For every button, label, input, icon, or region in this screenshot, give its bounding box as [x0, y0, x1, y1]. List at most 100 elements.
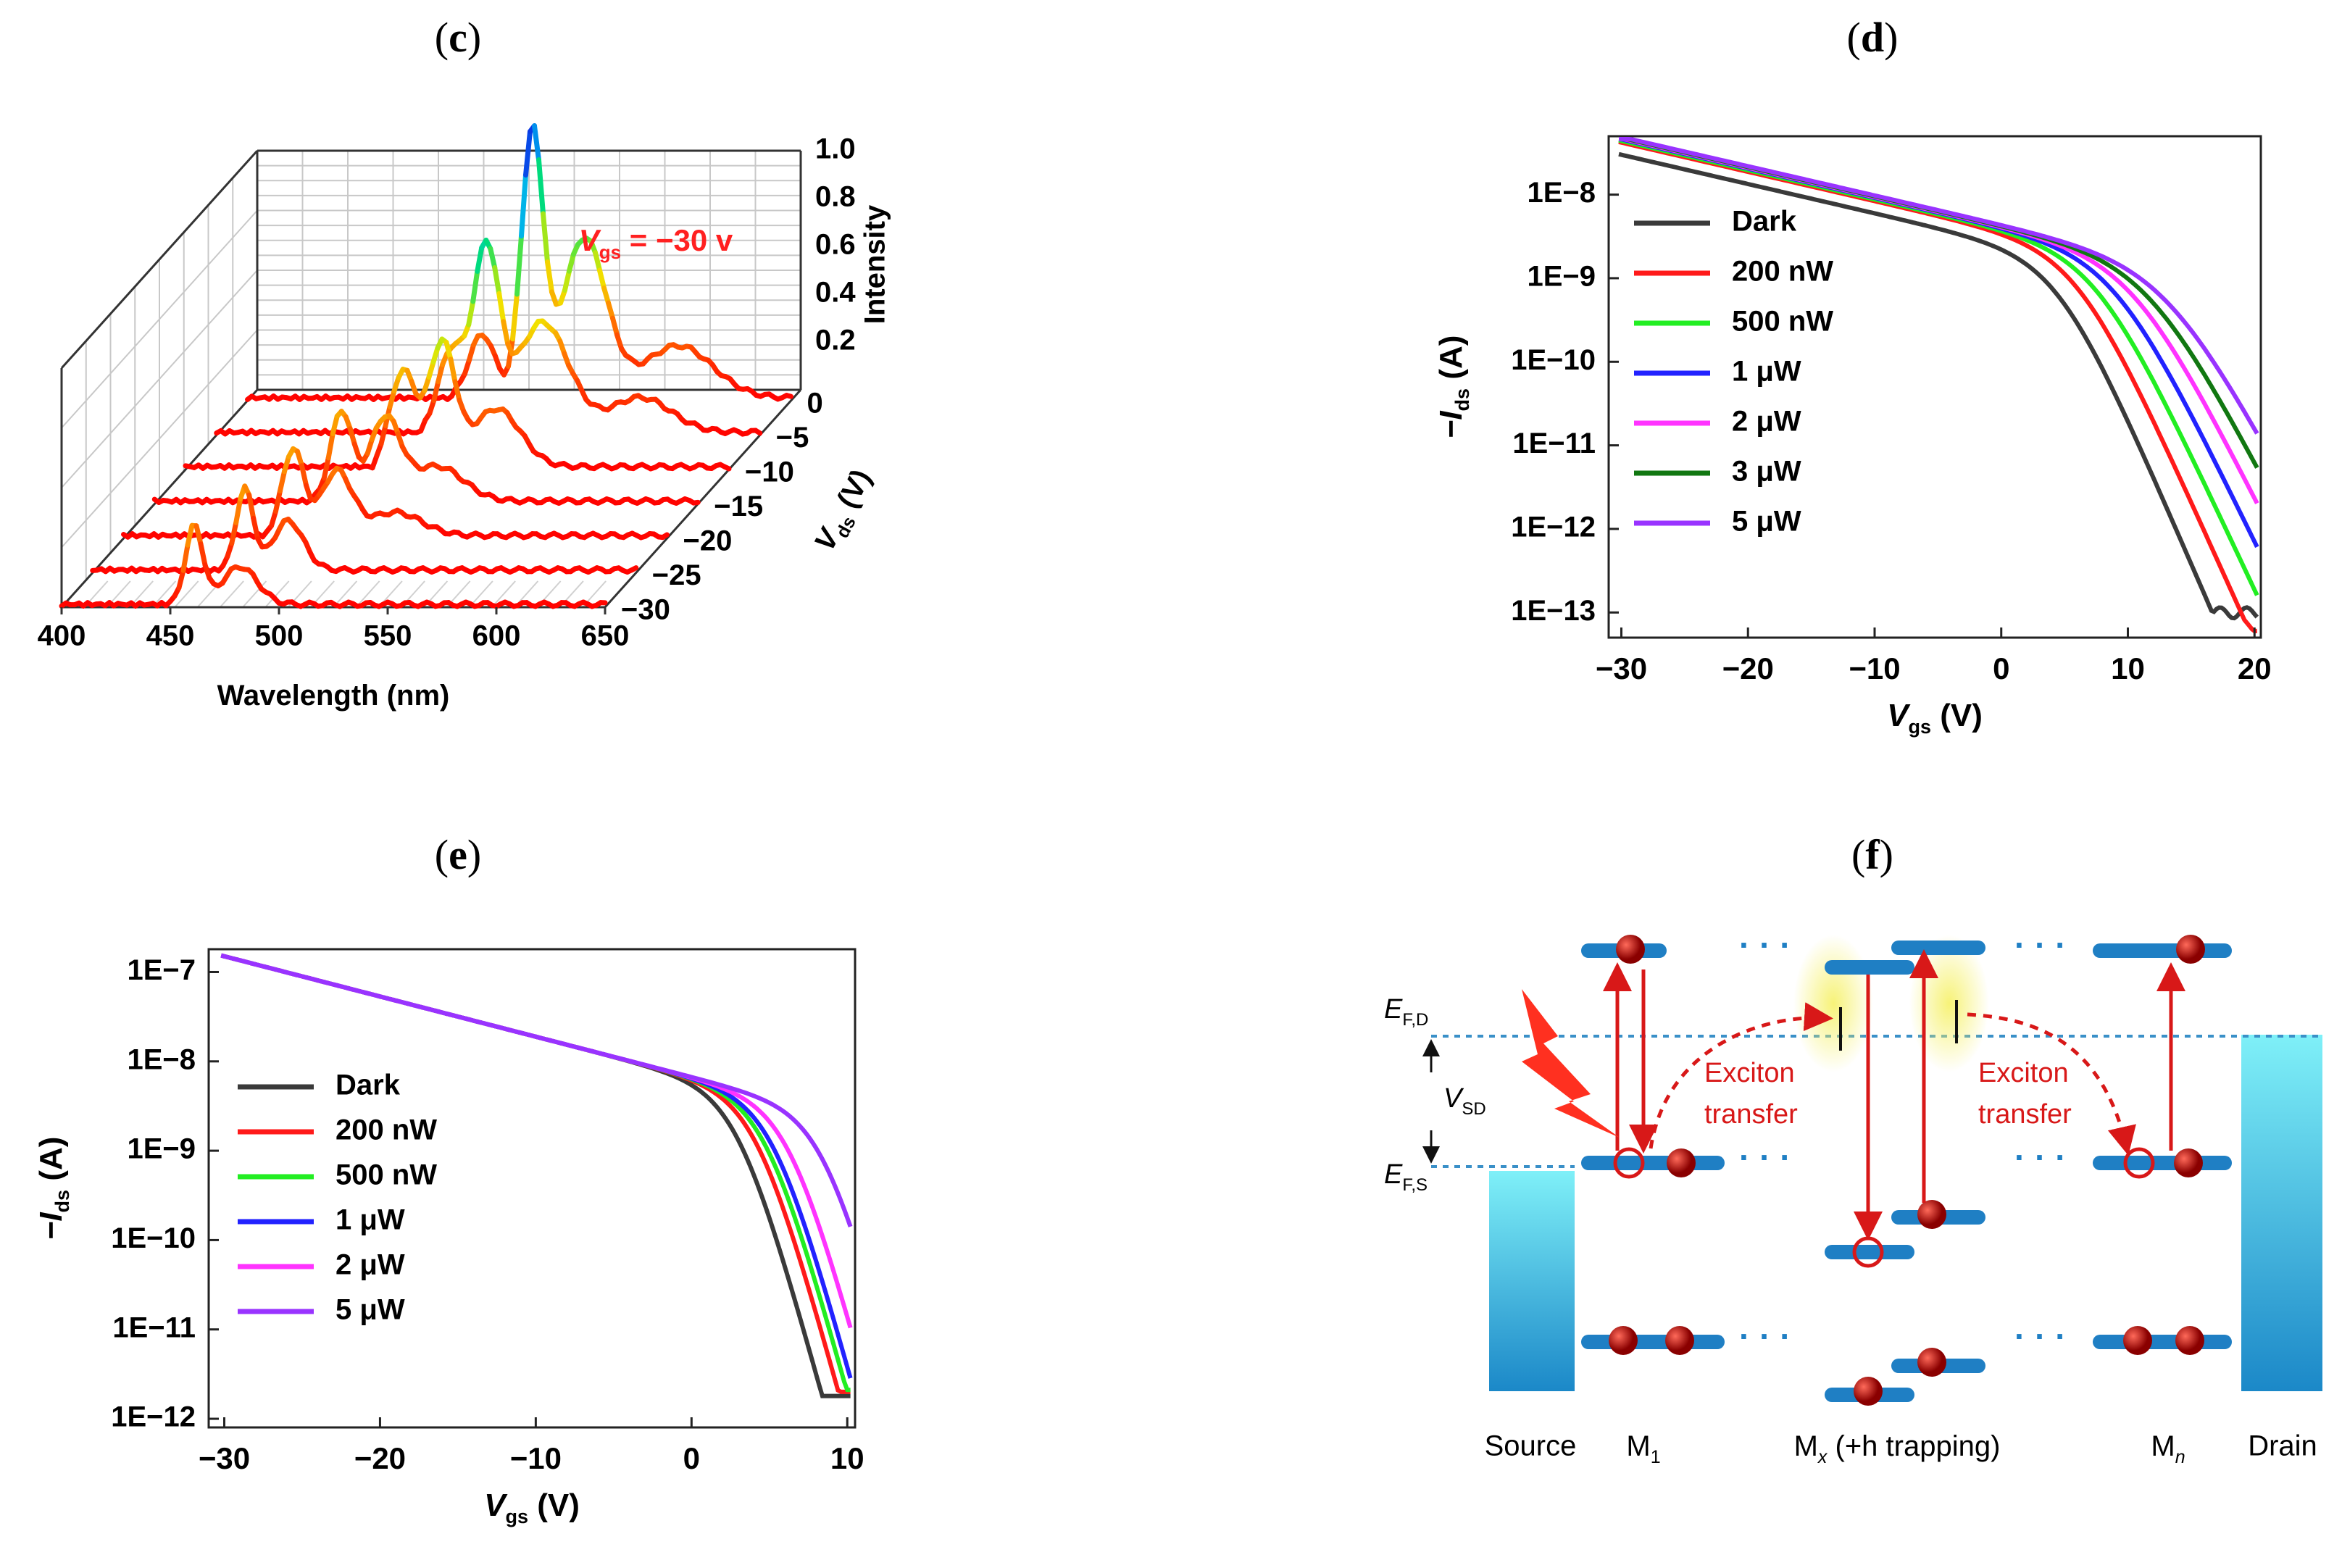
spectrum-segment — [193, 523, 204, 547]
spectrum-segment — [753, 428, 763, 436]
ellipsis-dots: · · · — [1739, 1317, 1791, 1355]
x-tick-label: −10 — [1849, 651, 1900, 685]
electron — [1609, 1326, 1638, 1355]
plot-frame — [207, 948, 857, 1429]
fermi-label-source: EF,S — [1384, 1159, 1428, 1195]
panel-label-f: (f) — [1851, 831, 1893, 878]
grid-line — [174, 580, 199, 608]
hole — [2123, 1147, 2155, 1179]
legend-label: 5 μW — [336, 1294, 405, 1326]
x-tick-label: 650 — [581, 620, 630, 652]
spectrum-segment — [541, 211, 550, 265]
spectrum-segment — [436, 362, 446, 385]
x-tick-label: −10 — [510, 1441, 562, 1475]
x-axis-title: Vgs (V) — [484, 1488, 580, 1528]
ellipsis-dots: · · · — [2014, 1138, 2067, 1176]
y-tick-label: 1E−13 — [1511, 595, 1596, 627]
grid-line — [355, 580, 380, 608]
y-tick-label: 1E−8 — [127, 1043, 196, 1075]
spectrum-segment — [606, 300, 615, 321]
y-tick-label: 1E−10 — [1511, 344, 1596, 376]
spectrum-segment — [610, 315, 620, 338]
ellipsis-dots: · · · — [1739, 1138, 1791, 1176]
x-tick-label: −30 — [1596, 651, 1647, 685]
grid-line — [491, 580, 516, 608]
axis-line — [604, 388, 802, 609]
spectrum-segment — [536, 157, 546, 217]
plot-frame — [1607, 135, 2262, 639]
grid-line — [61, 270, 258, 488]
legend-label: 1 μW — [1732, 356, 1801, 388]
x-tick-label: 600 — [472, 620, 521, 652]
grid-line — [220, 580, 244, 608]
curve-group — [220, 953, 853, 1398]
waterfall-grid — [60, 149, 802, 609]
y-tick-label: −15 — [714, 491, 763, 522]
y-tick-label: −10 — [745, 456, 794, 488]
electron — [1665, 1326, 1694, 1355]
y-tick-label: 1E−7 — [127, 954, 196, 986]
x-tick-label: −30 — [199, 1441, 250, 1475]
x-tick-label: −20 — [354, 1441, 406, 1475]
drain-electrode — [2241, 1035, 2322, 1391]
spectrum-segment — [448, 356, 458, 385]
spectrum-segment — [321, 455, 331, 481]
x-tick-label: 0 — [1993, 651, 2009, 685]
x-tick-label: 550 — [364, 620, 412, 652]
spectrum-segment — [229, 520, 239, 546]
x-axis-title: Wavelength (nm) — [217, 680, 450, 712]
trap-glow — [1909, 935, 1989, 1072]
spectrum-segment — [519, 172, 528, 239]
spectrum-segment — [251, 515, 261, 542]
y-tick-label: −30 — [621, 594, 670, 626]
spectrum-segment — [387, 388, 397, 409]
trap-glow — [1793, 935, 1873, 1072]
exciton-label: transfer — [1704, 1099, 1798, 1130]
spectrum-segment — [470, 268, 480, 304]
spectrum-segment — [452, 379, 462, 403]
y-axis-title: −Ids (A) — [1433, 335, 1474, 439]
electron — [1667, 1148, 1696, 1177]
x-tick-label: 20 — [2238, 651, 2272, 685]
spectrum-segment — [514, 233, 524, 297]
spectrum-series — [90, 483, 639, 575]
spectrum-segment — [246, 492, 257, 521]
grid-line — [242, 580, 267, 608]
exciton-label: Exciton — [1704, 1058, 1795, 1088]
electron — [1917, 1348, 1946, 1377]
spectrum-segment — [282, 454, 291, 475]
spectrum-series — [59, 522, 608, 609]
legend-label: Dark — [336, 1069, 401, 1101]
x-tick-label: 10 — [2111, 651, 2145, 685]
legend-label: 3 μW — [1732, 456, 1801, 488]
z-tick-label: 0.2 — [815, 325, 856, 356]
vsd-label: VSD — [1443, 1083, 1486, 1119]
spectrum-segment — [443, 340, 454, 362]
mn-label: Mn — [2151, 1430, 2185, 1467]
diagram-f-energy: · · · · · · · · · · · · · · · · · · Exciton tra… — [1384, 926, 2322, 1467]
y-tick-label: 1E−10 — [111, 1222, 196, 1254]
spectrum-segment — [523, 129, 533, 178]
legend: Dark 200 nW 500 nW 1 μW 2 μW 5 μW — [238, 1069, 437, 1326]
curve-2-μW — [1619, 137, 2259, 504]
mx-label: Mx (+h trapping) — [1794, 1430, 2001, 1467]
y-tick-label: 1E−11 — [1512, 428, 1596, 459]
y-tick-label: −5 — [776, 422, 809, 454]
spectrum-segment — [597, 267, 607, 291]
z-axis-title: Intensity — [859, 204, 891, 324]
spectrum-segment — [496, 291, 507, 325]
legend-label: 200 nW — [1732, 256, 1833, 288]
ellipsis-dots: · · · — [2014, 1317, 2067, 1355]
drain-label: Drain — [2248, 1430, 2317, 1462]
curve-1-μW — [220, 953, 853, 1379]
curve-group — [1618, 137, 2259, 634]
spectrum-segment — [532, 123, 541, 163]
spectrum-segment — [492, 264, 502, 296]
spectrum-segment — [347, 426, 357, 447]
spectrum-segment — [545, 259, 554, 295]
legend-label: 500 nW — [1732, 306, 1833, 338]
grid-line — [61, 209, 258, 429]
electron — [2123, 1326, 2152, 1355]
spectrum-series — [121, 446, 670, 541]
